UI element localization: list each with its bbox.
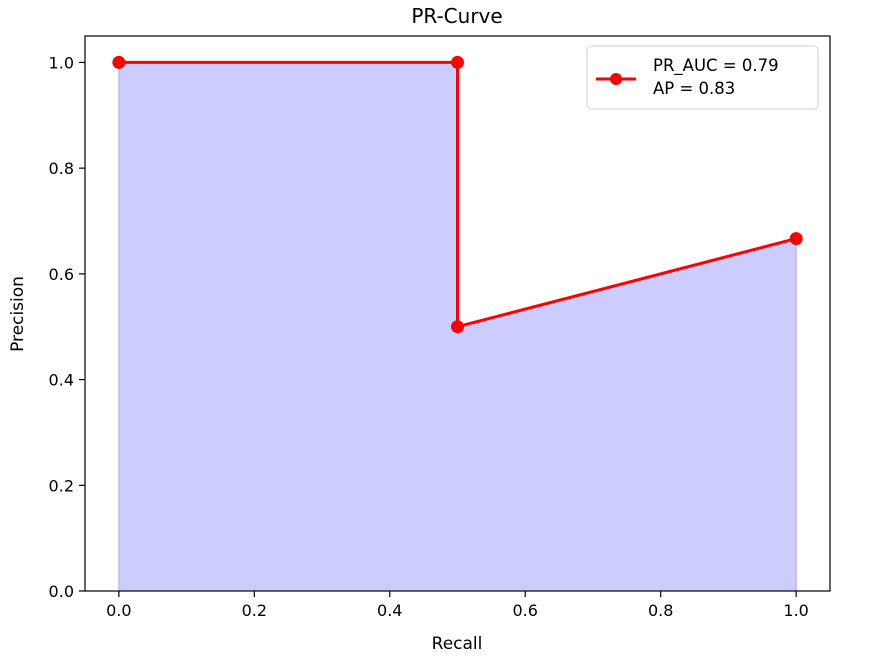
- legend-marker-sample: [610, 73, 622, 85]
- marker-layer: [112, 55, 803, 334]
- x-tick-label: 0.6: [513, 601, 538, 620]
- series-line: [118, 60, 797, 329]
- y-tick-label: 0.4: [49, 371, 74, 390]
- line-layer: [118, 60, 797, 329]
- data-point: [451, 55, 464, 69]
- data-point: [451, 320, 464, 334]
- y-tick-label: 0.0: [49, 582, 74, 601]
- y-axis-label: Precision: [8, 276, 28, 352]
- y-tick-label: 0.6: [49, 265, 74, 284]
- x-tick-label: 0.2: [242, 601, 267, 620]
- data-point: [789, 232, 803, 246]
- legend: PR_AUC = 0.79 AP = 0.83: [586, 45, 819, 110]
- x-ticks: 0.0 0.2 0.4 0.6 0.8 1.0: [106, 591, 809, 620]
- legend-line-1: PR_AUC = 0.79: [653, 56, 779, 76]
- y-ticks: 0.0 0.2 0.4 0.6 0.8 1.0: [49, 53, 85, 601]
- y-tick-label: 0.8: [49, 159, 74, 178]
- legend-box: [586, 45, 819, 110]
- chart-title: PR-Curve: [411, 4, 502, 28]
- x-tick-label: 0.4: [377, 601, 402, 620]
- axes-frame: [84, 35, 831, 592]
- y-tick-label: 0.2: [49, 476, 74, 495]
- y-tick-label: 1.0: [49, 53, 74, 72]
- data-point: [112, 55, 126, 69]
- x-axis-label: Recall: [432, 634, 483, 654]
- legend-line-2: AP = 0.83: [653, 79, 735, 98]
- x-tick-label: 0.8: [648, 601, 673, 620]
- x-tick-label: 0.0: [106, 601, 131, 620]
- x-tick-label: 1.0: [783, 601, 808, 620]
